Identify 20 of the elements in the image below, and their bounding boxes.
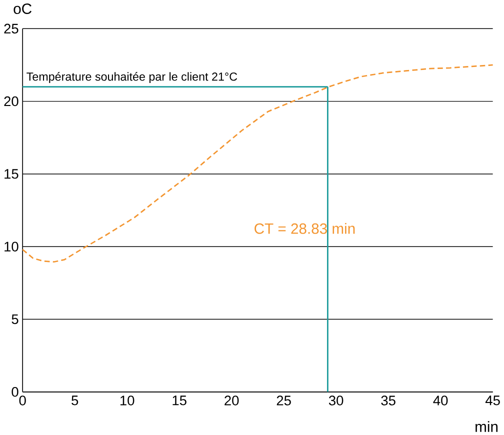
x-tick-label: 0 bbox=[19, 395, 26, 406]
annotation: CT = 28.83 min bbox=[254, 222, 355, 234]
y-axis-title: oC bbox=[14, 3, 32, 14]
ref-line-label: Température souhaitée par le client 21°C bbox=[26, 72, 238, 83]
x-tick-label: 5 bbox=[72, 395, 78, 406]
x-tick-label: 40 bbox=[433, 395, 448, 406]
y-tick-label: 5 bbox=[12, 314, 18, 324]
x-tick-label: 25 bbox=[276, 395, 291, 406]
x-tick-label: 45 bbox=[485, 395, 500, 406]
y-tick-label: 15 bbox=[4, 168, 18, 179]
x-tick-label: 10 bbox=[120, 395, 134, 406]
y-tick-label: 10 bbox=[4, 242, 18, 252]
x-tick-label: 30 bbox=[328, 395, 344, 406]
x-axis-title: min bbox=[476, 420, 498, 432]
x-tick-label: 35 bbox=[381, 395, 396, 406]
x-tick-label: 15 bbox=[172, 395, 186, 406]
y-tick-label: 0 bbox=[12, 386, 18, 397]
x-tick-label: 20 bbox=[224, 395, 239, 406]
y-tick-label: 25 bbox=[4, 24, 18, 34]
y-tick-label: 20 bbox=[4, 96, 18, 106]
